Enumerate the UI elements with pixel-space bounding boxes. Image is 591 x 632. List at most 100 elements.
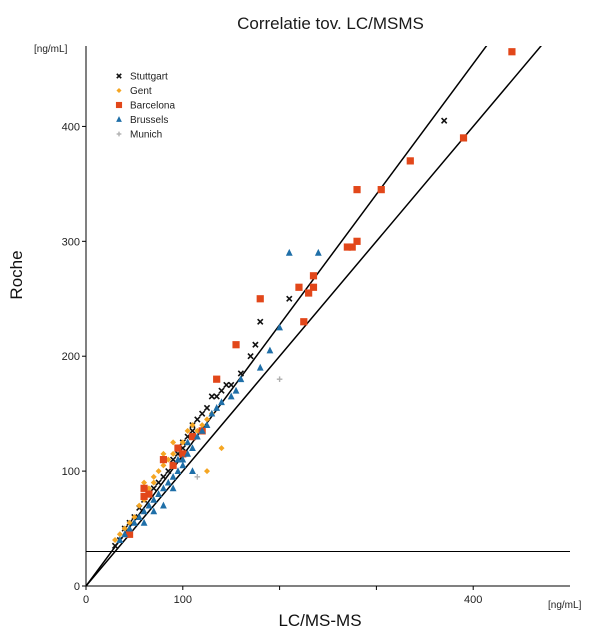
data-point — [309, 272, 318, 280]
data-point — [136, 502, 143, 509]
legend-item-barcelona: Barcelona — [115, 101, 175, 112]
legend-label: Stuttgart — [130, 72, 168, 83]
data-point — [140, 518, 148, 526]
data-point — [170, 439, 177, 446]
data-point — [285, 248, 293, 256]
axes: 0 100 400 0 100 200 300 400 — [62, 46, 570, 606]
data-point — [508, 48, 516, 56]
data-point — [237, 370, 245, 377]
data-point — [155, 479, 162, 486]
legend-marker — [116, 131, 122, 137]
data-point — [252, 341, 259, 348]
data-point — [174, 444, 182, 452]
data-point — [295, 283, 303, 291]
data-point — [218, 387, 225, 394]
data-point — [198, 426, 206, 434]
data-point — [164, 478, 172, 486]
x-tick-label: 0 — [83, 594, 89, 606]
y-tick-label: 0 — [74, 581, 80, 593]
legend-item-gent: Gent — [116, 86, 152, 97]
y-axis-title: Roche — [7, 250, 26, 299]
data-point — [204, 416, 210, 423]
data-point — [256, 295, 264, 303]
data-point — [179, 461, 187, 469]
series-munich — [194, 376, 283, 480]
data-point — [150, 473, 157, 480]
series-barcelona — [125, 48, 516, 538]
data-point — [194, 416, 201, 423]
series-gent — [112, 410, 225, 544]
data-point — [459, 134, 468, 142]
data-point — [203, 421, 211, 429]
data-point — [121, 525, 128, 532]
data-point — [203, 404, 211, 412]
legend: Stuttgart Gent Barcelona Brussels Munich — [115, 72, 175, 141]
data-point — [213, 404, 221, 411]
data-point — [135, 513, 143, 520]
data-point — [155, 490, 162, 497]
data-point — [150, 507, 158, 515]
data-point — [169, 461, 177, 469]
data-point — [300, 318, 308, 326]
data-point — [213, 393, 220, 400]
data-point — [160, 450, 167, 457]
data-point — [155, 468, 162, 475]
data-point — [150, 495, 158, 503]
data-point — [228, 381, 235, 389]
data-point — [232, 341, 240, 349]
reference-lines — [86, 46, 570, 586]
data-point — [184, 438, 192, 446]
data-point — [276, 376, 283, 382]
legend-label: Brussels — [130, 115, 168, 126]
data-point — [160, 484, 167, 492]
data-point — [145, 490, 153, 498]
identity-line — [86, 46, 542, 586]
data-point — [116, 531, 123, 538]
data-point — [169, 472, 177, 480]
data-point — [131, 514, 138, 521]
x-axis-title: LC/MS-MS — [278, 611, 361, 630]
data-point — [179, 439, 186, 446]
data-point — [353, 237, 361, 245]
data-point — [140, 492, 148, 500]
data-point — [208, 393, 216, 400]
data-point — [125, 530, 134, 538]
data-point — [189, 422, 196, 429]
legend-item-brussels: Brussels — [116, 115, 168, 126]
data-point — [286, 295, 293, 302]
data-point — [188, 433, 197, 441]
data-point — [348, 243, 356, 251]
data-point — [194, 474, 201, 480]
data-point — [189, 444, 196, 452]
data-point — [343, 243, 351, 251]
data-point — [184, 449, 192, 457]
data-point — [353, 186, 361, 194]
data-point — [257, 318, 264, 325]
data-point — [213, 375, 221, 383]
data-point — [179, 455, 187, 463]
fit-line — [86, 46, 488, 586]
legend-label: Munich — [130, 130, 162, 141]
data-point — [121, 530, 129, 538]
y-tick-label: 200 — [62, 351, 80, 363]
legend-label: Barcelona — [130, 101, 175, 112]
data-points — [111, 48, 516, 549]
data-point — [256, 363, 264, 371]
data-point — [169, 456, 177, 463]
data-point — [189, 467, 196, 475]
data-point — [305, 289, 313, 297]
data-point — [189, 427, 196, 435]
data-point — [247, 353, 254, 360]
data-point — [266, 346, 274, 354]
data-point — [150, 479, 157, 486]
data-point — [165, 467, 172, 475]
x-unit-label: [ng/mL] — [548, 600, 582, 611]
legend-item-munich: Munich — [116, 130, 162, 141]
data-point — [141, 479, 148, 486]
legend-label: Gent — [130, 86, 152, 97]
data-point — [406, 157, 414, 165]
data-point — [198, 410, 206, 417]
data-point — [309, 283, 318, 291]
data-point — [150, 485, 157, 492]
data-point — [170, 450, 177, 457]
